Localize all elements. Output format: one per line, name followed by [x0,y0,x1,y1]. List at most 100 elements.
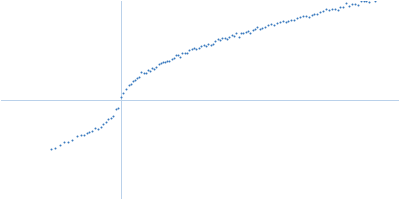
Point [274,21,280,24]
Point [113,108,119,111]
Point [343,2,350,5]
Point [125,83,132,87]
Point [138,71,145,74]
Point [108,116,114,119]
Point [326,8,332,11]
Point [262,25,268,29]
Point [149,66,155,69]
Point [334,9,341,12]
Point [173,54,179,57]
Point [311,12,318,16]
Point [346,4,352,7]
Point [123,87,129,90]
Point [132,78,138,82]
Point [175,54,181,57]
Point [203,44,209,47]
Point [69,139,76,142]
Point [177,55,183,59]
Point [349,3,355,6]
Point [168,58,175,61]
Point [265,23,272,26]
Point [136,75,142,78]
Point [314,12,320,15]
Point [102,121,109,124]
Point [256,27,263,30]
Point [95,127,101,130]
Point [56,143,63,147]
Point [162,60,168,63]
Point [381,0,387,1]
Point [294,16,300,19]
Point [73,135,80,138]
Point [89,129,95,132]
Point [128,83,134,86]
Point [86,131,92,134]
Point [372,0,378,3]
Point [61,141,67,144]
Point [340,5,346,8]
Point [332,7,338,10]
Point [83,131,90,134]
Point [196,46,202,49]
Point [288,18,294,21]
Point [191,47,197,50]
Point [205,43,211,46]
Point [285,19,292,22]
Point [207,43,214,46]
Point [98,125,104,128]
Point [156,63,162,66]
Point [259,27,266,30]
Point [306,15,312,18]
Point [358,0,364,3]
Point [193,48,200,51]
Point [317,11,324,14]
Point [210,42,216,46]
Point [186,49,193,52]
Point [231,34,237,37]
Point [166,60,172,63]
Point [158,61,164,64]
Point [268,23,274,26]
Point [282,20,289,23]
Point [355,3,361,6]
Point [170,57,177,60]
Point [198,45,204,48]
Point [280,19,286,22]
Point [115,106,122,109]
Point [303,14,309,18]
Point [140,72,147,75]
Point [164,59,170,62]
Point [189,47,195,51]
Point [80,134,87,137]
Point [105,117,112,120]
Point [360,0,367,3]
Point [142,72,149,75]
Point [226,35,232,38]
Point [249,29,256,32]
Point [184,51,190,54]
Point [130,79,136,82]
Point [151,68,158,71]
Point [308,13,315,16]
Point [247,31,254,35]
Point [323,7,329,10]
Point [320,9,326,13]
Point [291,19,298,22]
Point [352,3,358,6]
Point [100,122,106,125]
Point [214,38,221,41]
Point [228,33,235,36]
Point [200,43,207,46]
Point [300,15,306,18]
Point [212,39,218,42]
Point [240,31,246,34]
Point [366,0,372,4]
Point [329,8,335,11]
Point [245,30,251,33]
Point [118,96,124,99]
Point [224,37,230,40]
Point [238,31,244,34]
Point [182,52,188,55]
Point [221,37,228,40]
Point [252,27,258,31]
